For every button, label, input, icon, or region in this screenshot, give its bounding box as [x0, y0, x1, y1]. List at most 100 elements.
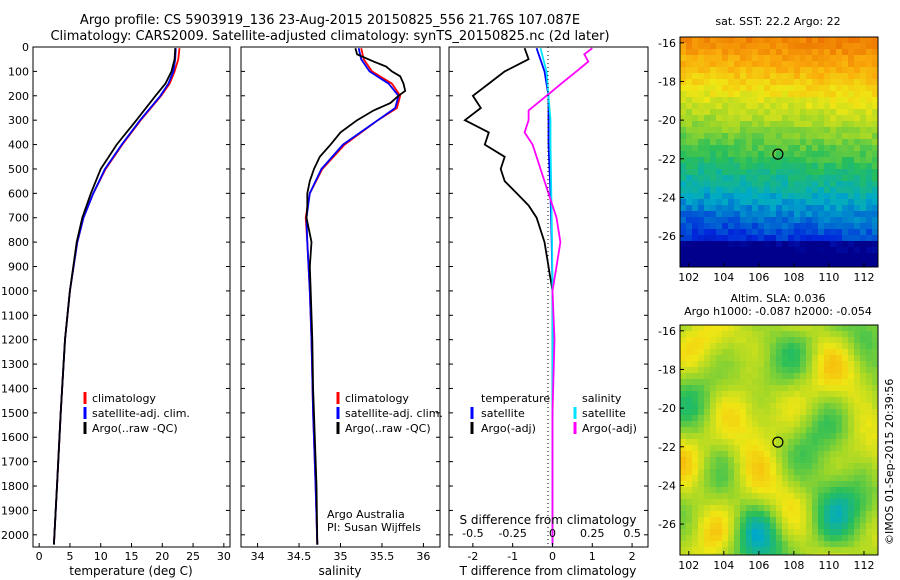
heatmap-cell [812, 535, 819, 542]
heatmap-cell [794, 37, 801, 44]
heatmap-cell [806, 109, 813, 116]
x2-tick-label: -0.25 [498, 527, 526, 540]
heatmap-cell [824, 505, 831, 512]
heatmap-cell [710, 85, 717, 92]
heatmap-cell [872, 199, 878, 206]
heatmap-cell [788, 541, 795, 548]
heatmap-cell [764, 439, 771, 446]
heatmap-cell [734, 211, 741, 218]
heatmap-cell [794, 391, 801, 398]
heatmap-cell [746, 241, 753, 248]
heatmap-cell [854, 499, 861, 506]
heatmap-cell [734, 169, 741, 176]
heatmap-cell [836, 211, 843, 218]
heatmap-cell [842, 259, 849, 266]
heatmap-cell [860, 325, 867, 332]
heatmap-cell [848, 211, 855, 218]
heatmap-cell [836, 439, 843, 446]
heatmap-cell [806, 133, 813, 140]
heatmap-cell [854, 121, 861, 128]
heatmap-cell [812, 103, 819, 110]
heatmap-cell [782, 403, 789, 410]
heatmap-cell [794, 187, 801, 194]
heatmap-cell [680, 91, 687, 98]
heatmap-cell [710, 199, 717, 206]
heatmap-cell [692, 385, 699, 392]
heatmap-cell [848, 373, 855, 380]
heatmap-cell [848, 67, 855, 74]
heatmap-cell [806, 157, 813, 164]
heatmap-cell [680, 199, 687, 206]
heatmap-cell [800, 463, 807, 470]
heatmap-cell [776, 493, 783, 500]
heatmap-cell [752, 103, 759, 110]
heatmap-cell [782, 229, 789, 236]
heatmap-cell [704, 529, 711, 536]
heatmap-cell [758, 223, 765, 230]
heatmap-cell [836, 223, 843, 230]
heatmap-cell [866, 493, 873, 500]
heatmap-cell [836, 355, 843, 362]
heatmap-cell [716, 343, 723, 350]
heatmap-cell [818, 193, 825, 200]
heatmap-cell [788, 187, 795, 194]
heatmap-cell [800, 481, 807, 488]
heatmap-cell [734, 127, 741, 134]
imos-credit: ©IMOS 01-Sep-2015 20:39:56 [883, 379, 896, 545]
heatmap-cell [848, 235, 855, 242]
heatmap-cell [848, 487, 855, 494]
heatmap-cell [848, 361, 855, 368]
heatmap-cell [758, 451, 765, 458]
heatmap-cell [830, 451, 837, 458]
heatmap-cell [740, 133, 747, 140]
heatmap-cell [830, 379, 837, 386]
heatmap-cell [824, 439, 831, 446]
heatmap-cell [806, 493, 813, 500]
heatmap-cell [812, 457, 819, 464]
heatmap-cell [848, 505, 855, 512]
heatmap-cell [734, 37, 741, 44]
heatmap-cell [686, 241, 693, 248]
heatmap-cell [782, 109, 789, 116]
heatmap-cell [812, 481, 819, 488]
heatmap-cell [740, 475, 747, 482]
heatmap-cell [800, 235, 807, 242]
heatmap-cell [764, 511, 771, 518]
heatmap-cell [710, 145, 717, 152]
heatmap-cell [854, 229, 861, 236]
heatmap-cell [794, 55, 801, 62]
heatmap-cell [788, 331, 795, 338]
heatmap-cell [830, 337, 837, 344]
heatmap-cell [860, 49, 867, 56]
heatmap-cell [728, 349, 735, 356]
heatmap-cell [728, 121, 735, 128]
heatmap-cell [794, 409, 801, 416]
sst-map-frame [679, 36, 879, 268]
heatmap-cell [836, 463, 843, 470]
heatmap-cell [806, 535, 813, 542]
heatmap-cell [770, 505, 777, 512]
heatmap-cell [716, 409, 723, 416]
heatmap-cell [740, 463, 747, 470]
heatmap-cell [824, 379, 831, 386]
difference-ticks: -2 -1 0 1 2-0.5 -0.25 0 0.25 0.5 [449, 46, 648, 563]
heatmap-cell [686, 133, 693, 140]
heatmap-cell [866, 409, 873, 416]
heatmap-cell [812, 511, 819, 518]
heatmap-cell [692, 487, 699, 494]
heatmap-cell [860, 451, 867, 458]
x-tick-label: 15 [125, 550, 139, 563]
heatmap-cell [722, 409, 729, 416]
heatmap-cell [710, 541, 717, 548]
heatmap-cell [848, 115, 855, 122]
heatmap-cell [812, 37, 819, 44]
heatmap-cell [854, 235, 861, 242]
heatmap-cell [704, 73, 711, 80]
heatmap-cell [710, 421, 717, 428]
heatmap-cell [686, 445, 693, 452]
heatmap-cell [764, 85, 771, 92]
heatmap-cell [824, 211, 831, 218]
heatmap-cell [704, 127, 711, 134]
heatmap-cell [824, 451, 831, 458]
heatmap-cell [824, 475, 831, 482]
